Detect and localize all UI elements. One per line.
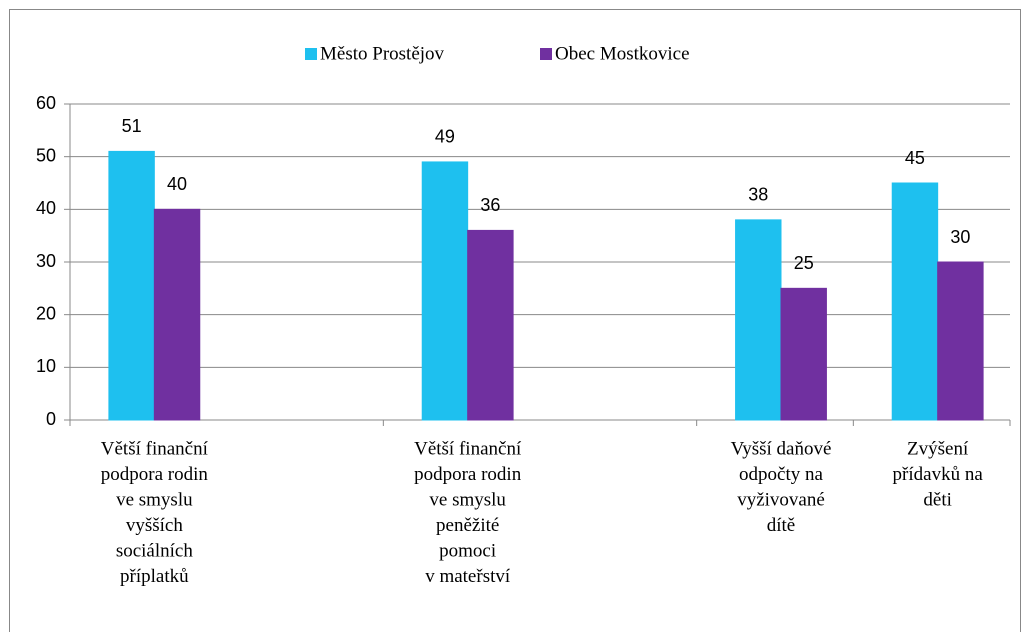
legend-swatch [305, 48, 317, 60]
data-label: 36 [480, 195, 500, 215]
y-tick-label: 0 [46, 409, 56, 429]
x-tick-label: ve smyslu [116, 489, 193, 510]
bar [891, 182, 939, 421]
data-label: 51 [122, 116, 142, 136]
x-tick-label: vyšších [126, 515, 184, 536]
x-tick-label: ve smyslu [429, 489, 506, 510]
legend-label: Město Prostějov [320, 43, 445, 64]
bar [937, 261, 984, 421]
data-label: 38 [748, 185, 768, 205]
x-tick-label: přídavků na [893, 464, 984, 485]
x-tick-label: peněžité [436, 515, 499, 536]
data-label: 49 [435, 127, 455, 147]
x-tick-label: odpočty na [739, 464, 823, 485]
x-tick-label: podpora rodin [414, 464, 522, 485]
bar [153, 208, 201, 421]
y-tick-label: 10 [36, 356, 56, 376]
bar [108, 150, 155, 421]
x-tick-label: podpora rodin [101, 464, 209, 485]
x-tick-label: dítě [767, 515, 796, 536]
x-tick-label: Vyšší daňové [731, 438, 832, 459]
legend-swatch [540, 48, 552, 60]
bar [735, 219, 782, 421]
x-tick-label: Větší finanční [414, 438, 522, 459]
x-tick-label: sociálních [116, 540, 194, 561]
y-tick-label: 60 [36, 93, 56, 113]
y-tick-label: 40 [36, 198, 56, 218]
legend-label: Obec Mostkovice [555, 43, 690, 64]
x-tick-label: pomoci [439, 540, 496, 561]
x-tick-label: děti [923, 489, 952, 510]
x-tick-label: v mateřství [425, 566, 511, 587]
bar [421, 161, 469, 421]
y-tick-label: 50 [36, 145, 56, 165]
bar [467, 229, 514, 421]
y-tick-label: 30 [36, 251, 56, 271]
data-label: 25 [794, 253, 814, 273]
data-label: 45 [905, 148, 925, 168]
x-tick-label: Větší finanční [101, 438, 209, 459]
x-tick-label: vyživované [737, 489, 825, 510]
data-label: 40 [167, 174, 187, 194]
data-label: 30 [950, 227, 970, 247]
x-tick-label: Zvýšení [907, 438, 969, 459]
x-tick-label: příplatků [120, 566, 189, 587]
y-tick-label: 20 [36, 303, 56, 323]
bar [780, 287, 827, 421]
